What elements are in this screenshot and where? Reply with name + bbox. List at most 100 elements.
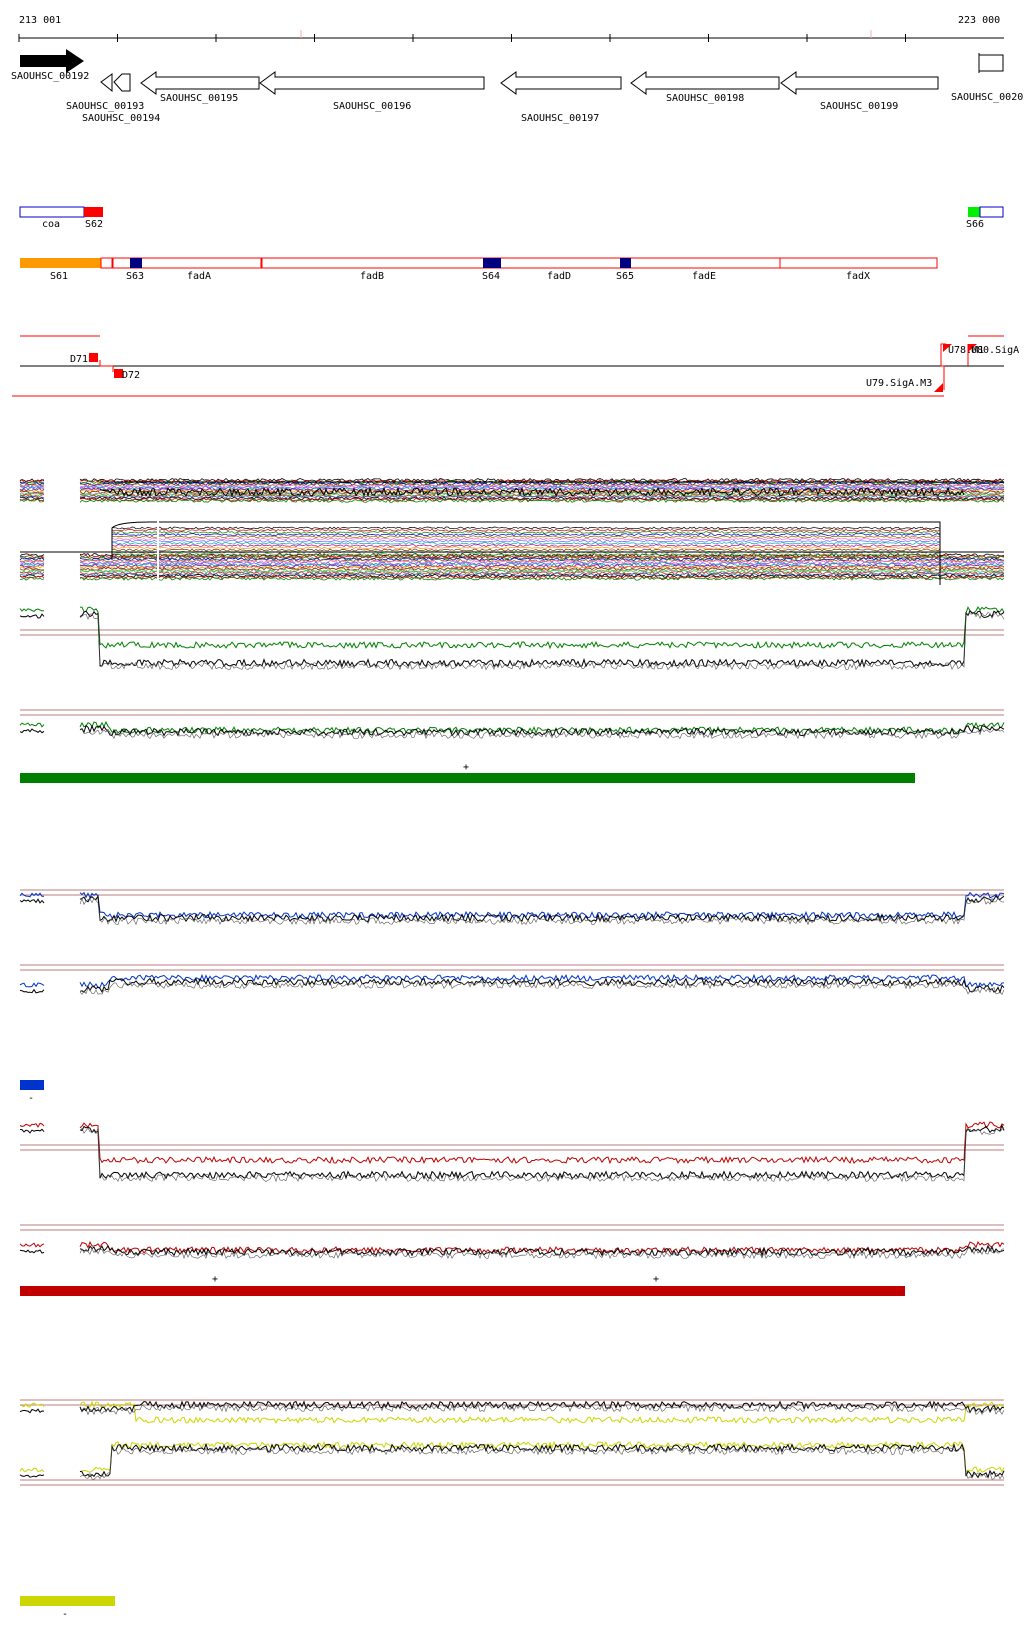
segment-s62[interactable]: [84, 207, 103, 217]
tss-label-u79[interactable]: U79.SigA.M3: [866, 378, 932, 389]
profile-line: [79, 490, 1005, 495]
profile-line: [79, 891, 1005, 920]
profile-line: [79, 897, 1005, 926]
gene-arrow-00197[interactable]: [500, 71, 622, 95]
profile-line: [19, 722, 45, 728]
segment-s65[interactable]: [620, 258, 631, 268]
gene-arrow-00194[interactable]: [113, 73, 131, 92]
profile-line: [111, 555, 941, 559]
segment-label-s61: S61: [50, 271, 68, 282]
gene-label-00194[interactable]: SAOUHSC_00194: [82, 113, 160, 124]
profile-line: [19, 1402, 45, 1408]
profile-line: [111, 528, 941, 532]
gene-label-00197[interactable]: SAOUHSC_00197: [521, 113, 599, 124]
profile-line: [79, 609, 1005, 669]
profile-line: [19, 608, 45, 612]
coord-end: 223 000: [958, 15, 1000, 26]
profile-line: [79, 980, 1005, 996]
profile-line: [111, 530, 941, 534]
segment-label-s66: S66: [966, 219, 984, 230]
profile-pair: [19, 1440, 1005, 1486]
gene-label-00195[interactable]: SAOUHSC_00195: [160, 93, 238, 104]
tss-d72-marker[interactable]: [114, 369, 123, 378]
tss-u80-marker[interactable]: [968, 344, 977, 352]
profile-line: [111, 544, 941, 548]
profile-pair: [19, 889, 1005, 926]
profile-line: [79, 562, 1005, 567]
segment-gap[interactable]: [100, 257, 113, 269]
profile-line: [19, 489, 45, 493]
profile-line: [111, 539, 941, 543]
segment-label-s62: S62: [85, 219, 103, 230]
profile-line: [19, 1408, 45, 1414]
profile-line: [79, 1240, 1005, 1255]
tss-u79-marker[interactable]: [934, 383, 943, 392]
gene-arrow-00199[interactable]: [780, 71, 939, 95]
gene-label-00199[interactable]: SAOUHSC_00199: [820, 101, 898, 112]
segment-coa[interactable]: [19, 206, 85, 218]
profile-line: [79, 1400, 1005, 1414]
tss-u78-marker[interactable]: [943, 344, 952, 352]
profile-line: [79, 1124, 1005, 1180]
profile-line: [19, 1467, 45, 1473]
profile-line: [79, 1121, 1005, 1165]
segment-label-s64: S64: [482, 271, 500, 282]
profile-line: [79, 576, 1005, 581]
gene-arrow-00198[interactable]: [630, 71, 780, 95]
segment-s61[interactable]: [20, 258, 101, 268]
segment-s63[interactable]: [130, 258, 142, 268]
gene-arrow-00193[interactable]: [100, 73, 113, 93]
profile-line: [79, 973, 1005, 990]
profile-line: [79, 488, 1005, 494]
profile-pair: [19, 1121, 1005, 1183]
profile-line: [111, 546, 941, 550]
tss-label-d71[interactable]: D71: [70, 354, 88, 365]
segment-label-fadX: fadX: [846, 271, 870, 282]
profile-line: [79, 1443, 1005, 1479]
strand-bar-blue: [20, 1080, 44, 1090]
profile-line: [79, 1400, 1005, 1425]
profile-line: [79, 1403, 1005, 1416]
gene-label-00196[interactable]: SAOUHSC_00196: [333, 101, 411, 112]
ruler-ticks: [18, 34, 906, 42]
segment-label-s63: S63: [126, 271, 144, 282]
gene-arrow-00196[interactable]: [259, 71, 485, 95]
profile-line: [19, 491, 45, 496]
tss-d71-marker[interactable]: [89, 353, 98, 362]
profile-line: [19, 1122, 45, 1128]
gene-arrow-00200[interactable]: [978, 53, 1004, 73]
gene-label-00192[interactable]: SAOUHSC_00192: [11, 71, 89, 82]
gene-label-00193[interactable]: SAOUHSC_00193: [66, 101, 144, 112]
profile-line: [19, 1128, 45, 1134]
profile-line: [19, 557, 45, 561]
strand-bar-red: [20, 1286, 905, 1296]
gene-arrow-00195[interactable]: [140, 71, 260, 95]
profile-line: [79, 606, 1005, 650]
segment-s66-rest[interactable]: [979, 206, 1004, 218]
profile-line: [79, 1127, 1005, 1183]
strand-bar-green: [20, 773, 915, 783]
gene-arrow-00192[interactable]: [20, 49, 84, 73]
segment-s66[interactable]: [968, 207, 980, 217]
profile-line: [19, 1249, 45, 1254]
profile-line: [79, 498, 1005, 503]
profile-line: [79, 1246, 1005, 1260]
profile-line: [111, 535, 941, 539]
gene-label-00200[interactable]: SAOUHSC_0020: [951, 92, 1023, 103]
profile-line: [79, 727, 1005, 740]
profile-line: [19, 988, 45, 994]
profile-line: [19, 728, 45, 734]
tss-label-d72[interactable]: D72: [122, 370, 140, 381]
profile-line: [79, 894, 1005, 923]
segment-fadB[interactable]: [261, 257, 938, 269]
profile-pair: [19, 606, 1005, 671]
coordinate-ruler: 213 001 223 000: [18, 15, 1004, 42]
segment-s64[interactable]: [483, 258, 501, 268]
tss-label-u80[interactable]: U80.SigA: [971, 345, 1019, 356]
profile-line: [79, 565, 1005, 570]
gene-label-00198[interactable]: SAOUHSC_00198: [666, 93, 744, 104]
segment-s63-box[interactable]: [112, 257, 262, 269]
profile-line: [80, 479, 1005, 484]
tss-label-u78[interactable]: U78.M1: [948, 345, 984, 356]
